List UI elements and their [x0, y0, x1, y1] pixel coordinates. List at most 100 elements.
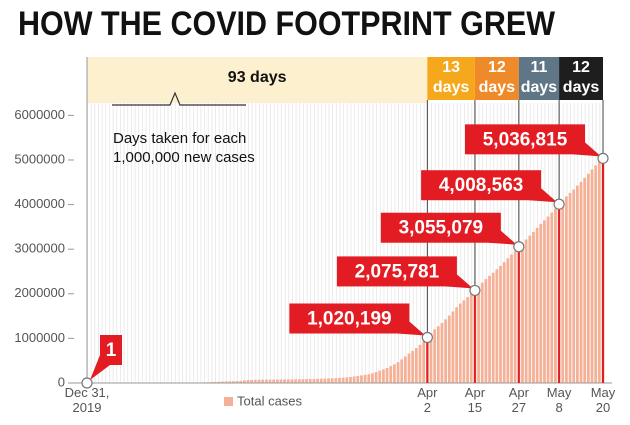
bar [290, 379, 294, 383]
bar [334, 378, 338, 383]
bar [393, 364, 396, 383]
y-tick-label: 4000000 [14, 196, 65, 211]
bar [275, 379, 279, 383]
bar [572, 189, 576, 383]
legend-label: Total cases [237, 393, 303, 408]
annotation: 1,000,000 new cases [113, 149, 255, 166]
bar [283, 379, 287, 383]
bar [341, 377, 345, 383]
bar [583, 177, 587, 383]
bar [510, 254, 513, 383]
y-tick-label: 1000000 [14, 330, 65, 345]
bar [524, 239, 528, 383]
bar [217, 381, 221, 383]
bar [378, 370, 382, 383]
bar [261, 379, 265, 383]
milestone-box [100, 334, 122, 365]
x-tick-label: Dec 31, 2019 [65, 385, 110, 415]
bar [594, 165, 598, 383]
period-band [87, 57, 428, 103]
bar [297, 379, 301, 383]
period-label: 93 days [228, 69, 287, 86]
period-band [474, 57, 519, 100]
bar [495, 269, 499, 383]
bar [407, 353, 411, 383]
bar [418, 344, 422, 383]
bar [327, 378, 330, 383]
bar [488, 275, 491, 383]
milestone-label: 5,036,815 [483, 129, 568, 150]
bar [286, 379, 290, 383]
bar [330, 378, 334, 383]
milestone-label: 2,075,781 [355, 261, 440, 282]
bar [356, 376, 360, 383]
chart-title: HOW THE COVID FOOTPRINT GREW [18, 5, 556, 43]
bar [400, 359, 404, 383]
bar [532, 231, 535, 383]
bar [458, 303, 462, 383]
milestone-box [380, 212, 501, 243]
bar [477, 286, 480, 383]
bar [363, 374, 367, 383]
x-tick-label: May 8 [547, 385, 572, 415]
y-tick-label: 5000000 [14, 151, 65, 166]
bar [568, 192, 572, 383]
bar [257, 379, 261, 383]
bar [403, 356, 407, 383]
bar [221, 381, 224, 383]
bar [565, 196, 568, 383]
bar [345, 377, 349, 383]
bar [239, 381, 243, 383]
x-tick-label: Apr 15 [465, 385, 486, 415]
bar [264, 379, 268, 383]
bar [235, 381, 239, 383]
bar [382, 369, 385, 383]
bar [213, 381, 217, 383]
milestone-box [421, 170, 542, 201]
bar [323, 378, 327, 383]
bar [272, 379, 276, 383]
milestone-point [553, 198, 565, 210]
bar [231, 381, 235, 383]
milestone-label: 3,055,079 [399, 218, 484, 239]
bar [352, 376, 356, 383]
bar [561, 200, 565, 383]
bar [268, 379, 272, 383]
milestone-point [421, 331, 433, 344]
bar [455, 307, 459, 383]
bar [466, 297, 469, 383]
bar [414, 348, 418, 383]
y-tick-label: 6000000 [14, 107, 65, 122]
bar [554, 208, 557, 383]
bar [535, 227, 539, 383]
period-band [559, 57, 603, 100]
bar [499, 265, 502, 383]
bar [305, 379, 308, 383]
bar [308, 379, 312, 383]
bar [506, 258, 510, 383]
milestone-box [289, 303, 410, 334]
bar [253, 379, 257, 383]
bar [462, 300, 466, 383]
period-band [427, 57, 475, 100]
milestone-point [81, 377, 93, 389]
bar [575, 185, 579, 383]
legend-swatch [224, 397, 233, 406]
milestone-label: 4,008,563 [439, 175, 524, 196]
milestone-label: 1 [106, 340, 117, 361]
bar [279, 379, 283, 383]
milestone-box [336, 256, 457, 287]
bar [371, 373, 374, 383]
milestone-point [597, 152, 609, 164]
bar [360, 375, 363, 383]
milestone-point [469, 284, 481, 297]
bar [433, 329, 437, 383]
bar [301, 379, 305, 383]
bar [374, 372, 378, 383]
annotation: Days taken for each [113, 130, 246, 147]
milestone-point [513, 241, 525, 253]
bar [550, 212, 554, 383]
bar [586, 173, 590, 383]
bar [546, 216, 550, 383]
